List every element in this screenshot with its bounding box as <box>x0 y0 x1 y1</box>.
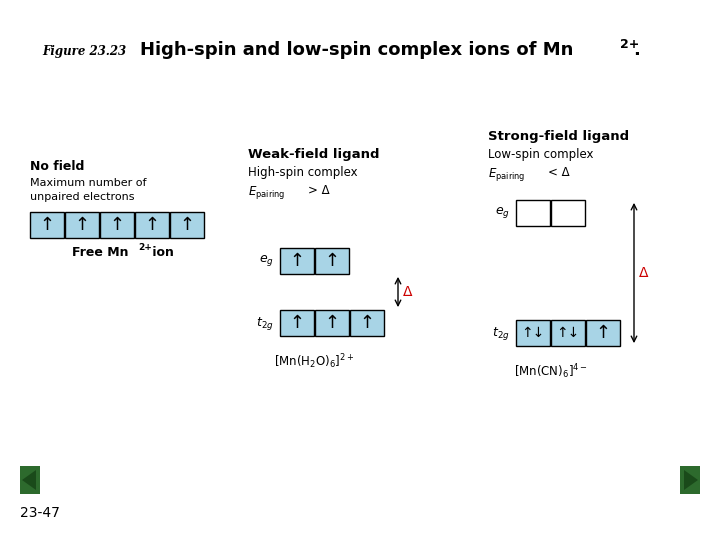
Bar <box>65 212 99 238</box>
Polygon shape <box>20 466 40 494</box>
Bar <box>100 212 134 238</box>
Bar <box>30 212 64 238</box>
Text: High-spin and low-spin complex ions of Mn: High-spin and low-spin complex ions of M… <box>140 41 573 59</box>
Text: ↑: ↑ <box>325 252 340 270</box>
Polygon shape <box>22 470 36 490</box>
Text: [Mn(CN)$_6$]$^{4-}$: [Mn(CN)$_6$]$^{4-}$ <box>513 362 588 381</box>
Text: $\it{e_g}$: $\it{e_g}$ <box>259 253 274 268</box>
Bar <box>516 320 550 346</box>
Text: ↑: ↑ <box>289 252 305 270</box>
Bar <box>280 248 314 274</box>
Bar <box>135 212 169 238</box>
Text: ↑: ↑ <box>595 324 611 342</box>
Bar <box>551 320 585 346</box>
Text: $\it{E}$$_{\mathrm{pairing}}$: $\it{E}$$_{\mathrm{pairing}}$ <box>248 184 286 201</box>
Text: Δ: Δ <box>639 266 649 280</box>
Text: Δ: Δ <box>403 285 413 299</box>
Text: High-spin complex: High-spin complex <box>248 166 358 179</box>
Text: $\it{E}$$_{\mathrm{pairing}}$: $\it{E}$$_{\mathrm{pairing}}$ <box>488 166 526 183</box>
Bar <box>280 310 314 336</box>
Polygon shape <box>680 466 700 494</box>
Text: .: . <box>633 41 640 59</box>
Text: ↑: ↑ <box>74 216 89 234</box>
Text: ↑: ↑ <box>109 216 125 234</box>
Text: ↑: ↑ <box>145 216 160 234</box>
Text: ↑↓: ↑↓ <box>521 326 544 340</box>
Bar <box>315 248 349 274</box>
Bar <box>586 320 620 346</box>
Text: > Δ: > Δ <box>308 184 330 197</box>
Text: 23-47: 23-47 <box>20 506 60 520</box>
Text: ↑: ↑ <box>289 314 305 332</box>
Text: Maximum number of: Maximum number of <box>30 178 146 188</box>
Bar <box>350 310 384 336</box>
Text: Weak-field ligand: Weak-field ligand <box>248 148 379 161</box>
Bar <box>315 310 349 336</box>
Text: [Mn(H$_2$O)$_6$]$^{2+}$: [Mn(H$_2$O)$_6$]$^{2+}$ <box>274 352 355 370</box>
Text: ↑↓: ↑↓ <box>557 326 580 340</box>
Text: 2+: 2+ <box>138 242 152 252</box>
Text: $\it{t}$$_{2g}$: $\it{t}$$_{2g}$ <box>256 314 274 332</box>
Text: Free Mn: Free Mn <box>72 246 128 259</box>
Text: $\it{e_g}$: $\it{e_g}$ <box>495 206 510 220</box>
Text: ↑: ↑ <box>359 314 374 332</box>
Text: < Δ: < Δ <box>548 166 570 179</box>
Text: $\it{t}$$_{2g}$: $\it{t}$$_{2g}$ <box>492 325 510 341</box>
Polygon shape <box>684 470 698 490</box>
Text: No field: No field <box>30 160 84 173</box>
Bar <box>551 200 585 226</box>
Text: Figure 23.23: Figure 23.23 <box>42 45 126 58</box>
Bar <box>170 212 204 238</box>
Text: Low-spin complex: Low-spin complex <box>488 148 593 161</box>
Text: ↑: ↑ <box>40 216 55 234</box>
Text: ↑: ↑ <box>325 314 340 332</box>
Bar <box>516 200 550 226</box>
Text: ion: ion <box>148 246 174 259</box>
Text: Strong-field ligand: Strong-field ligand <box>488 130 629 143</box>
Text: unpaired electrons: unpaired electrons <box>30 192 135 202</box>
Text: ↑: ↑ <box>179 216 194 234</box>
Text: 2+: 2+ <box>620 37 639 51</box>
